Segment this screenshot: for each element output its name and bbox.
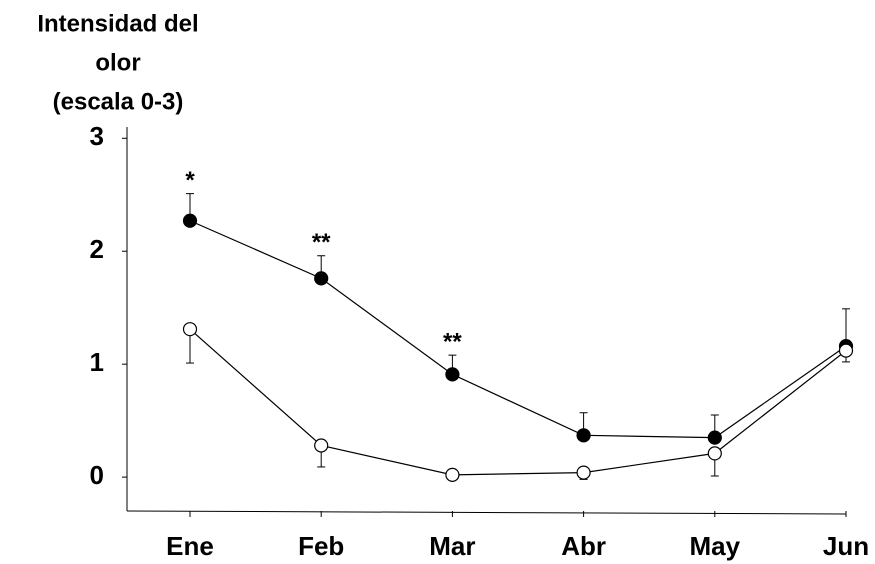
x-tick-label: Mar: [429, 531, 475, 561]
x-tick-label: Jun: [823, 531, 869, 561]
x-tick-label: Ene: [166, 531, 214, 561]
marker: [445, 467, 460, 482]
marker: [314, 438, 329, 453]
marker: [838, 343, 854, 358]
marker: [707, 446, 722, 461]
marker: [576, 428, 591, 443]
marker: [182, 322, 198, 337]
y-axis-label: Intensidad del: [37, 10, 198, 37]
y-tick-label: 2: [90, 234, 104, 264]
x-axis: [126, 510, 847, 515]
marker: [182, 213, 198, 228]
marker: [314, 271, 329, 286]
x-tick-label: May: [690, 531, 741, 561]
annotation: **: [443, 328, 462, 355]
marker: [445, 367, 460, 382]
x-tick-label: Abr: [561, 531, 606, 561]
series-line: [189, 220, 847, 439]
y-tick-label: 1: [90, 347, 104, 377]
marker: [576, 465, 591, 480]
marker: [707, 430, 722, 445]
annotation: **: [312, 229, 331, 256]
y-axis-label: (escala 0-3): [53, 88, 184, 115]
y-axis-label: olor: [95, 49, 140, 76]
y-tick-label: 0: [90, 460, 104, 490]
series-line: [189, 328, 847, 476]
y-tick-label: 3: [90, 121, 104, 151]
x-tick-label: Feb: [298, 531, 344, 561]
annotation: *: [185, 167, 195, 194]
